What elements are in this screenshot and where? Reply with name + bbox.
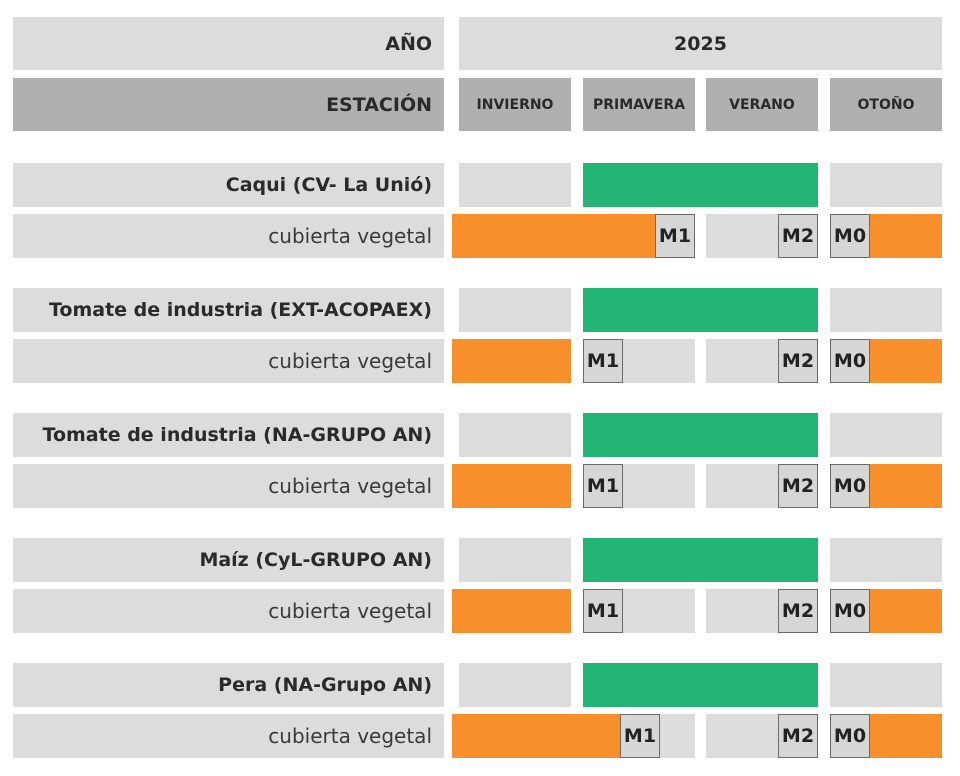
cover-crop-label: cubierta vegetal [13, 464, 444, 508]
milestone-marker-m1: M1 [620, 714, 660, 758]
cover-crop-bar [452, 714, 648, 758]
milestone-marker-m1: M1 [583, 589, 623, 633]
crop-name-label: Caqui (CV- La Unió) [13, 163, 444, 207]
crop-name-label: Pera (NA-Grupo AN) [13, 663, 444, 707]
crop-period-bar [583, 413, 818, 457]
milestone-marker-m1: M1 [583, 464, 623, 508]
crop-name-label: Tomate de industria (NA-GRUPO AN) [13, 413, 444, 457]
milestone-marker-m2: M2 [778, 589, 818, 633]
year-label: AÑO [13, 17, 444, 70]
cover-crop-bar [452, 214, 691, 258]
season-verano: VERANO [706, 78, 818, 131]
milestone-marker-m2: M2 [778, 464, 818, 508]
season-primavera: PRIMAVERA [583, 78, 695, 131]
cover-crop-label: cubierta vegetal [13, 714, 444, 758]
milestone-marker-m0: M0 [830, 339, 870, 383]
season-otono: OTOÑO [830, 78, 942, 131]
cover-crop-bar [862, 589, 942, 633]
cover-crop-bar [452, 464, 571, 508]
crop-period-bar [583, 288, 818, 332]
crop-season-cell [830, 163, 942, 207]
cover-crop-bar [862, 214, 942, 258]
milestone-marker-m2: M2 [778, 339, 818, 383]
crop-period-bar [583, 163, 818, 207]
crop-season-cell [459, 663, 571, 707]
cover-crop-label: cubierta vegetal [13, 589, 444, 633]
cover-crop-bar [452, 339, 571, 383]
milestone-marker-m0: M0 [830, 464, 870, 508]
cover-crop-bar [862, 339, 942, 383]
milestone-marker-m2: M2 [778, 714, 818, 758]
cover-crop-bar [452, 589, 571, 633]
milestone-marker-m1: M1 [583, 339, 623, 383]
cover-crop-label: cubierta vegetal [13, 339, 444, 383]
crop-season-cell [459, 163, 571, 207]
crop-period-bar [583, 663, 818, 707]
season-label: ESTACIÓN [13, 78, 444, 131]
milestone-marker-m1: M1 [655, 214, 695, 258]
crop-season-cell [830, 288, 942, 332]
crop-season-cell [459, 538, 571, 582]
year-value: 2025 [459, 17, 942, 70]
cover-crop-bar [862, 464, 942, 508]
milestone-marker-m2: M2 [778, 214, 818, 258]
crop-season-cell [459, 413, 571, 457]
crop-name-label: Maíz (CyL-GRUPO AN) [13, 538, 444, 582]
cover-crop-label: cubierta vegetal [13, 214, 444, 258]
milestone-marker-m0: M0 [830, 214, 870, 258]
cover-crop-bar [862, 714, 942, 758]
crop-season-cell [830, 663, 942, 707]
crop-period-bar [583, 538, 818, 582]
crop-name-label: Tomate de industria (EXT-ACOPAEX) [13, 288, 444, 332]
milestone-marker-m0: M0 [830, 714, 870, 758]
crop-season-cell [830, 538, 942, 582]
milestone-marker-m0: M0 [830, 589, 870, 633]
crop-season-cell [830, 413, 942, 457]
crop-season-cell [459, 288, 571, 332]
season-invierno: INVIERNO [459, 78, 571, 131]
